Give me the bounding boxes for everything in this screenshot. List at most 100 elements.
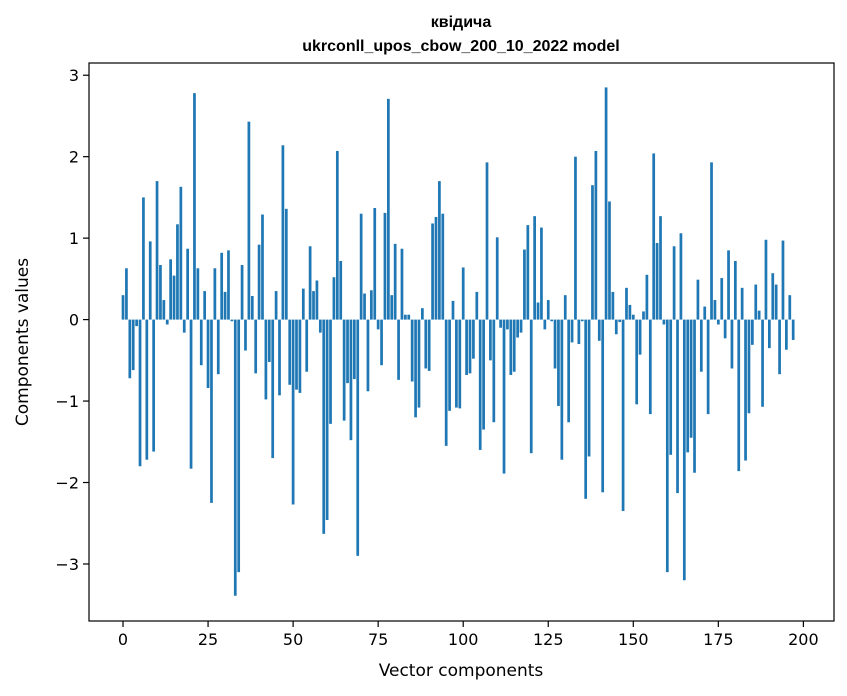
bar bbox=[305, 319, 309, 372]
bar bbox=[165, 319, 169, 325]
bar bbox=[189, 319, 193, 469]
bar bbox=[308, 246, 312, 320]
bar bbox=[720, 278, 724, 320]
bar bbox=[587, 319, 591, 457]
bar bbox=[737, 319, 741, 472]
bar bbox=[131, 319, 135, 371]
x-axis: 0 25 50 75 100 125 150 175 200 bbox=[118, 621, 819, 649]
bar bbox=[553, 319, 557, 369]
bar bbox=[597, 319, 601, 341]
bar bbox=[468, 319, 472, 374]
bar bbox=[631, 314, 635, 320]
bar bbox=[448, 319, 451, 411]
bar bbox=[210, 319, 213, 503]
bar bbox=[628, 304, 632, 320]
bar bbox=[216, 319, 220, 375]
bar bbox=[672, 246, 676, 320]
bar bbox=[376, 319, 380, 330]
bar bbox=[601, 319, 605, 493]
bar bbox=[250, 295, 254, 320]
bar bbox=[271, 319, 275, 459]
bar bbox=[682, 319, 686, 581]
bar bbox=[363, 293, 366, 320]
bar bbox=[665, 319, 669, 573]
bar bbox=[261, 214, 264, 320]
bar bbox=[318, 319, 322, 333]
bar-series bbox=[121, 87, 795, 596]
bar bbox=[761, 319, 764, 407]
bar bbox=[540, 227, 543, 320]
y-tick-label: −1 bbox=[55, 392, 79, 411]
bar bbox=[764, 239, 768, 320]
y-tick-label: −2 bbox=[55, 474, 79, 493]
bar bbox=[608, 201, 611, 320]
bar bbox=[223, 291, 227, 320]
bar bbox=[196, 268, 200, 320]
bar bbox=[778, 319, 781, 375]
bar bbox=[754, 284, 758, 320]
bar bbox=[577, 319, 581, 345]
bar bbox=[614, 319, 618, 335]
bar bbox=[121, 295, 125, 320]
bar bbox=[421, 308, 424, 320]
bar bbox=[366, 319, 370, 392]
bar bbox=[193, 93, 196, 320]
bar bbox=[352, 319, 356, 380]
y-tick-label: 3 bbox=[69, 66, 79, 85]
bar bbox=[774, 284, 778, 320]
bar bbox=[669, 319, 673, 455]
bar bbox=[475, 291, 479, 320]
bar bbox=[441, 213, 445, 320]
bar bbox=[567, 319, 571, 423]
y-axis-label: Components values bbox=[13, 258, 33, 426]
bar bbox=[169, 259, 172, 320]
bar bbox=[264, 319, 268, 400]
bar bbox=[659, 216, 662, 320]
bar bbox=[492, 319, 496, 423]
bar bbox=[230, 319, 234, 322]
bar bbox=[788, 295, 792, 320]
bar bbox=[233, 319, 237, 596]
bar bbox=[703, 306, 707, 320]
bar bbox=[693, 319, 696, 473]
bar bbox=[410, 319, 414, 382]
bar bbox=[397, 319, 400, 380]
bar bbox=[478, 319, 482, 450]
x-tick-label: 150 bbox=[618, 630, 649, 649]
x-tick-label: 25 bbox=[198, 630, 218, 649]
bar bbox=[696, 279, 700, 320]
bar bbox=[346, 319, 349, 384]
bar bbox=[638, 319, 642, 355]
bar bbox=[356, 319, 360, 556]
bar bbox=[373, 208, 377, 320]
bar bbox=[686, 319, 690, 453]
bar bbox=[563, 295, 567, 320]
bar bbox=[465, 319, 468, 375]
bar bbox=[451, 300, 455, 320]
bar bbox=[257, 244, 261, 320]
bar bbox=[716, 319, 720, 325]
bar bbox=[342, 319, 346, 421]
y-tick-label: 0 bbox=[69, 311, 79, 330]
bar bbox=[206, 319, 210, 389]
bar bbox=[512, 319, 516, 372]
bar bbox=[557, 319, 560, 406]
y-tick-label: 1 bbox=[69, 229, 79, 248]
bar bbox=[751, 319, 754, 345]
bar bbox=[199, 319, 203, 366]
bar bbox=[240, 265, 244, 320]
bar bbox=[706, 319, 710, 415]
x-axis-label: Vector components bbox=[379, 661, 544, 681]
bar bbox=[414, 319, 417, 418]
bar bbox=[771, 273, 775, 320]
bar bbox=[455, 319, 458, 408]
bar bbox=[458, 319, 462, 409]
bar bbox=[390, 295, 394, 320]
bar bbox=[461, 267, 465, 320]
bar bbox=[274, 291, 278, 320]
bar bbox=[152, 319, 155, 452]
bar bbox=[424, 319, 428, 369]
bar bbox=[247, 121, 251, 320]
bar bbox=[438, 181, 441, 320]
